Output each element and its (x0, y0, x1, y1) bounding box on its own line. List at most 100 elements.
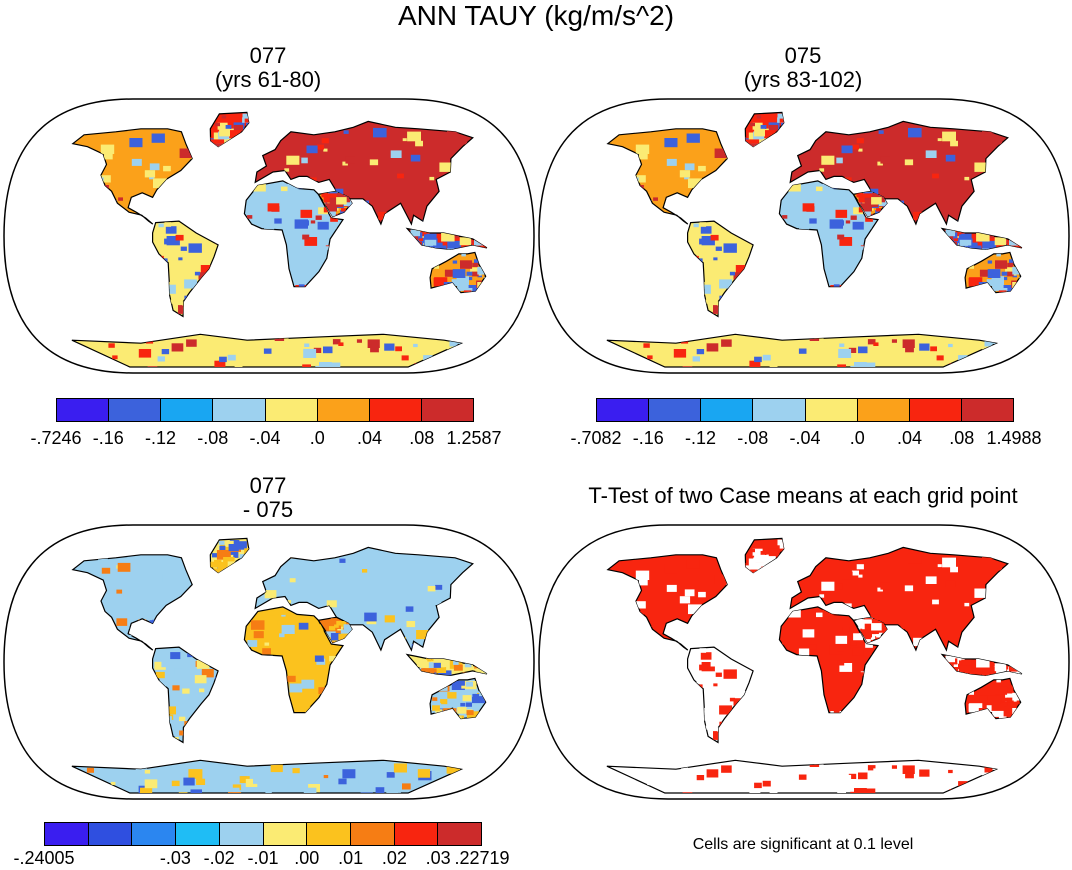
colorbar-tick-label: -.7082 (570, 428, 622, 448)
grid-cell (523, 648, 530, 653)
panel-3-title-line2: - 075 (242, 497, 294, 522)
grid-cell (610, 594, 617, 599)
grid-cell (485, 277, 486, 285)
grid-cell (464, 691, 473, 697)
grid-cell (342, 769, 356, 779)
grid-cell (225, 125, 232, 129)
grid-cell (592, 627, 604, 635)
grid-cell (101, 205, 111, 212)
grid-cell (487, 655, 498, 663)
grid-cell (607, 158, 610, 165)
grid-cell (245, 554, 249, 562)
grid-cell (1006, 697, 1014, 703)
grid-cell (775, 561, 784, 568)
grid-cell (936, 781, 944, 787)
grid-cell (446, 344, 455, 350)
grid-cell (333, 188, 344, 196)
grid-cell (434, 277, 448, 287)
grid-cell (330, 253, 339, 259)
colorbar-1-labels: -.7246 -.16 -.12 -.08 -.04 .0 .04 .08 1.2587 (30, 428, 501, 450)
grid-cell (607, 584, 610, 591)
grid-cell (965, 289, 977, 293)
grid-cell (988, 601, 1001, 610)
colorbar-tick-label: -.08 (197, 428, 229, 448)
grid-cell (829, 645, 843, 655)
grid-cell (995, 260, 1008, 269)
grid-cell (771, 143, 784, 147)
grid-cell (264, 642, 270, 646)
grid-cell (908, 127, 922, 138)
grid-cell (1009, 685, 1016, 690)
grid-cell (457, 707, 467, 714)
grid-cell (447, 240, 462, 250)
grid-cell (798, 348, 807, 354)
grid-cell (307, 201, 315, 206)
grid-cell (465, 681, 473, 687)
grid-cell (474, 259, 481, 264)
grid-cell (864, 362, 876, 367)
grid-cell (464, 662, 472, 668)
grid-cell (393, 637, 406, 646)
grid-cell (75, 629, 87, 637)
grid-cell (98, 558, 108, 566)
grid-cell (679, 596, 691, 604)
grid-cell (448, 175, 458, 183)
grid-cell (841, 571, 853, 580)
grid-cell (714, 574, 728, 584)
grid-cell (777, 569, 784, 573)
grid-cell (443, 715, 452, 719)
panel-2-title: 075 (yrs 83-102) (538, 44, 1068, 92)
grid-cell (969, 277, 983, 287)
grid-cell (346, 217, 353, 222)
grid-cell (792, 693, 799, 698)
grid-cell (323, 775, 329, 779)
grid-cell (275, 707, 284, 713)
grid-cell (699, 222, 707, 227)
grid-cell (1009, 259, 1016, 264)
colorbar-swatch (350, 823, 395, 845)
grid-cell (1005, 693, 1017, 702)
grid-cell (613, 646, 622, 651)
grid-cell (84, 178, 99, 189)
grid-cell (740, 273, 747, 278)
grid-cell (575, 621, 588, 630)
grid-cell (155, 255, 164, 263)
grid-cell (871, 654, 878, 661)
grid-cell (865, 642, 873, 648)
grid-cell (156, 192, 168, 201)
grid-cell (786, 270, 794, 276)
grid-cell (950, 566, 958, 573)
grid-cell (886, 204, 887, 211)
grid-cell (768, 124, 779, 132)
grid-cell (619, 178, 634, 189)
grid-cell (1023, 257, 1027, 260)
grid-cell (153, 178, 167, 189)
grid-cell (422, 668, 435, 676)
grid-cell (467, 276, 473, 281)
grid-cell (691, 203, 702, 211)
grid-cell (987, 695, 1001, 704)
grid-cell (451, 279, 462, 286)
grid-cell (710, 234, 719, 241)
grid-cell (684, 589, 695, 597)
colorbar-swatch (132, 823, 177, 845)
grid-cell (979, 269, 990, 277)
grid-cell (451, 716, 462, 719)
grid-cell (785, 114, 792, 119)
grid-cell (439, 162, 453, 172)
grid-cell (277, 620, 284, 625)
grid-cell (469, 717, 475, 719)
grid-cell (756, 316, 763, 321)
grid-cell (188, 769, 203, 779)
grid-cell (147, 366, 158, 367)
grid-cell (452, 260, 458, 264)
grid-cell (212, 287, 219, 295)
grid-cell (775, 135, 783, 141)
grid-cell (338, 277, 343, 286)
grid-cell (238, 542, 243, 546)
grid-cell (274, 334, 285, 341)
grid-cell (321, 200, 329, 207)
grid-cell (305, 711, 316, 713)
grid-cell (848, 773, 857, 779)
grid-cell (968, 265, 974, 269)
